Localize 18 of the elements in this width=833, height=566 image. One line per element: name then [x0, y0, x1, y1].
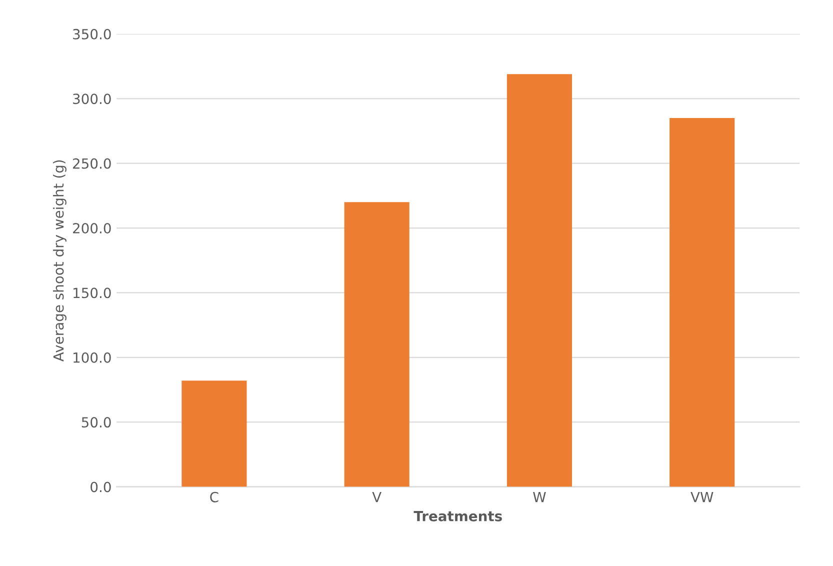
- x-tick-label: VW: [690, 492, 714, 502]
- y-tick-label: 300.0: [73, 94, 111, 104]
- y-tick-label: 0.0: [90, 482, 111, 492]
- x-axis-title: Treatments: [414, 511, 502, 522]
- y-tick-label: 150.0: [74, 288, 111, 298]
- y-tick-label: 250.0: [73, 158, 111, 169]
- bar: [344, 202, 410, 487]
- y-tick-label: 350.0: [73, 28, 111, 40]
- x-tick-label: C: [210, 492, 218, 502]
- x-tick-label: W: [533, 492, 546, 502]
- y-tick-label: 200.0: [73, 222, 111, 234]
- x-tick-label: V: [372, 492, 382, 502]
- bar: [182, 380, 247, 487]
- y-axis-title: Average shoot dry weight (g): [53, 160, 66, 362]
- y-tick-label: 50.0: [82, 417, 111, 428]
- bar: [670, 118, 735, 487]
- bar: [506, 74, 572, 487]
- y-tick-label: 100.0: [74, 352, 111, 363]
